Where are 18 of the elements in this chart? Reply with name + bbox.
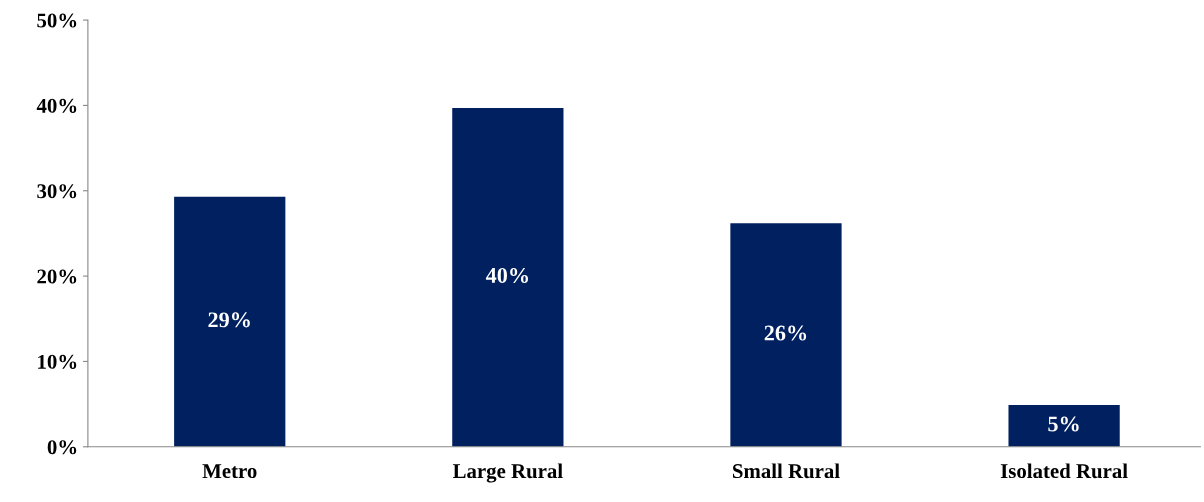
data-label: 5% <box>1048 416 1079 432</box>
data-label: 40% <box>485 267 528 284</box>
data-label: 29% <box>208 312 250 328</box>
bar <box>1008 404 1120 447</box>
y-tick-label: 0% <box>47 440 77 455</box>
y-tick-label: 30% <box>37 184 77 199</box>
x-tick-label: Large Rural <box>452 463 563 483</box>
x-tick-label: Isolated Rural <box>1000 463 1128 479</box>
x-tick-label: Small Rural <box>732 463 840 479</box>
data-label: 26% <box>764 325 807 341</box>
bar <box>174 196 286 447</box>
bar <box>730 223 842 447</box>
bar <box>452 107 564 447</box>
x-tick-label: Metro <box>202 464 257 479</box>
y-tick-label: 40% <box>36 98 77 113</box>
y-tick-label: 10% <box>38 354 77 369</box>
y-tick-label: 20% <box>37 269 77 284</box>
y-tick-label: 50% <box>37 13 77 28</box>
